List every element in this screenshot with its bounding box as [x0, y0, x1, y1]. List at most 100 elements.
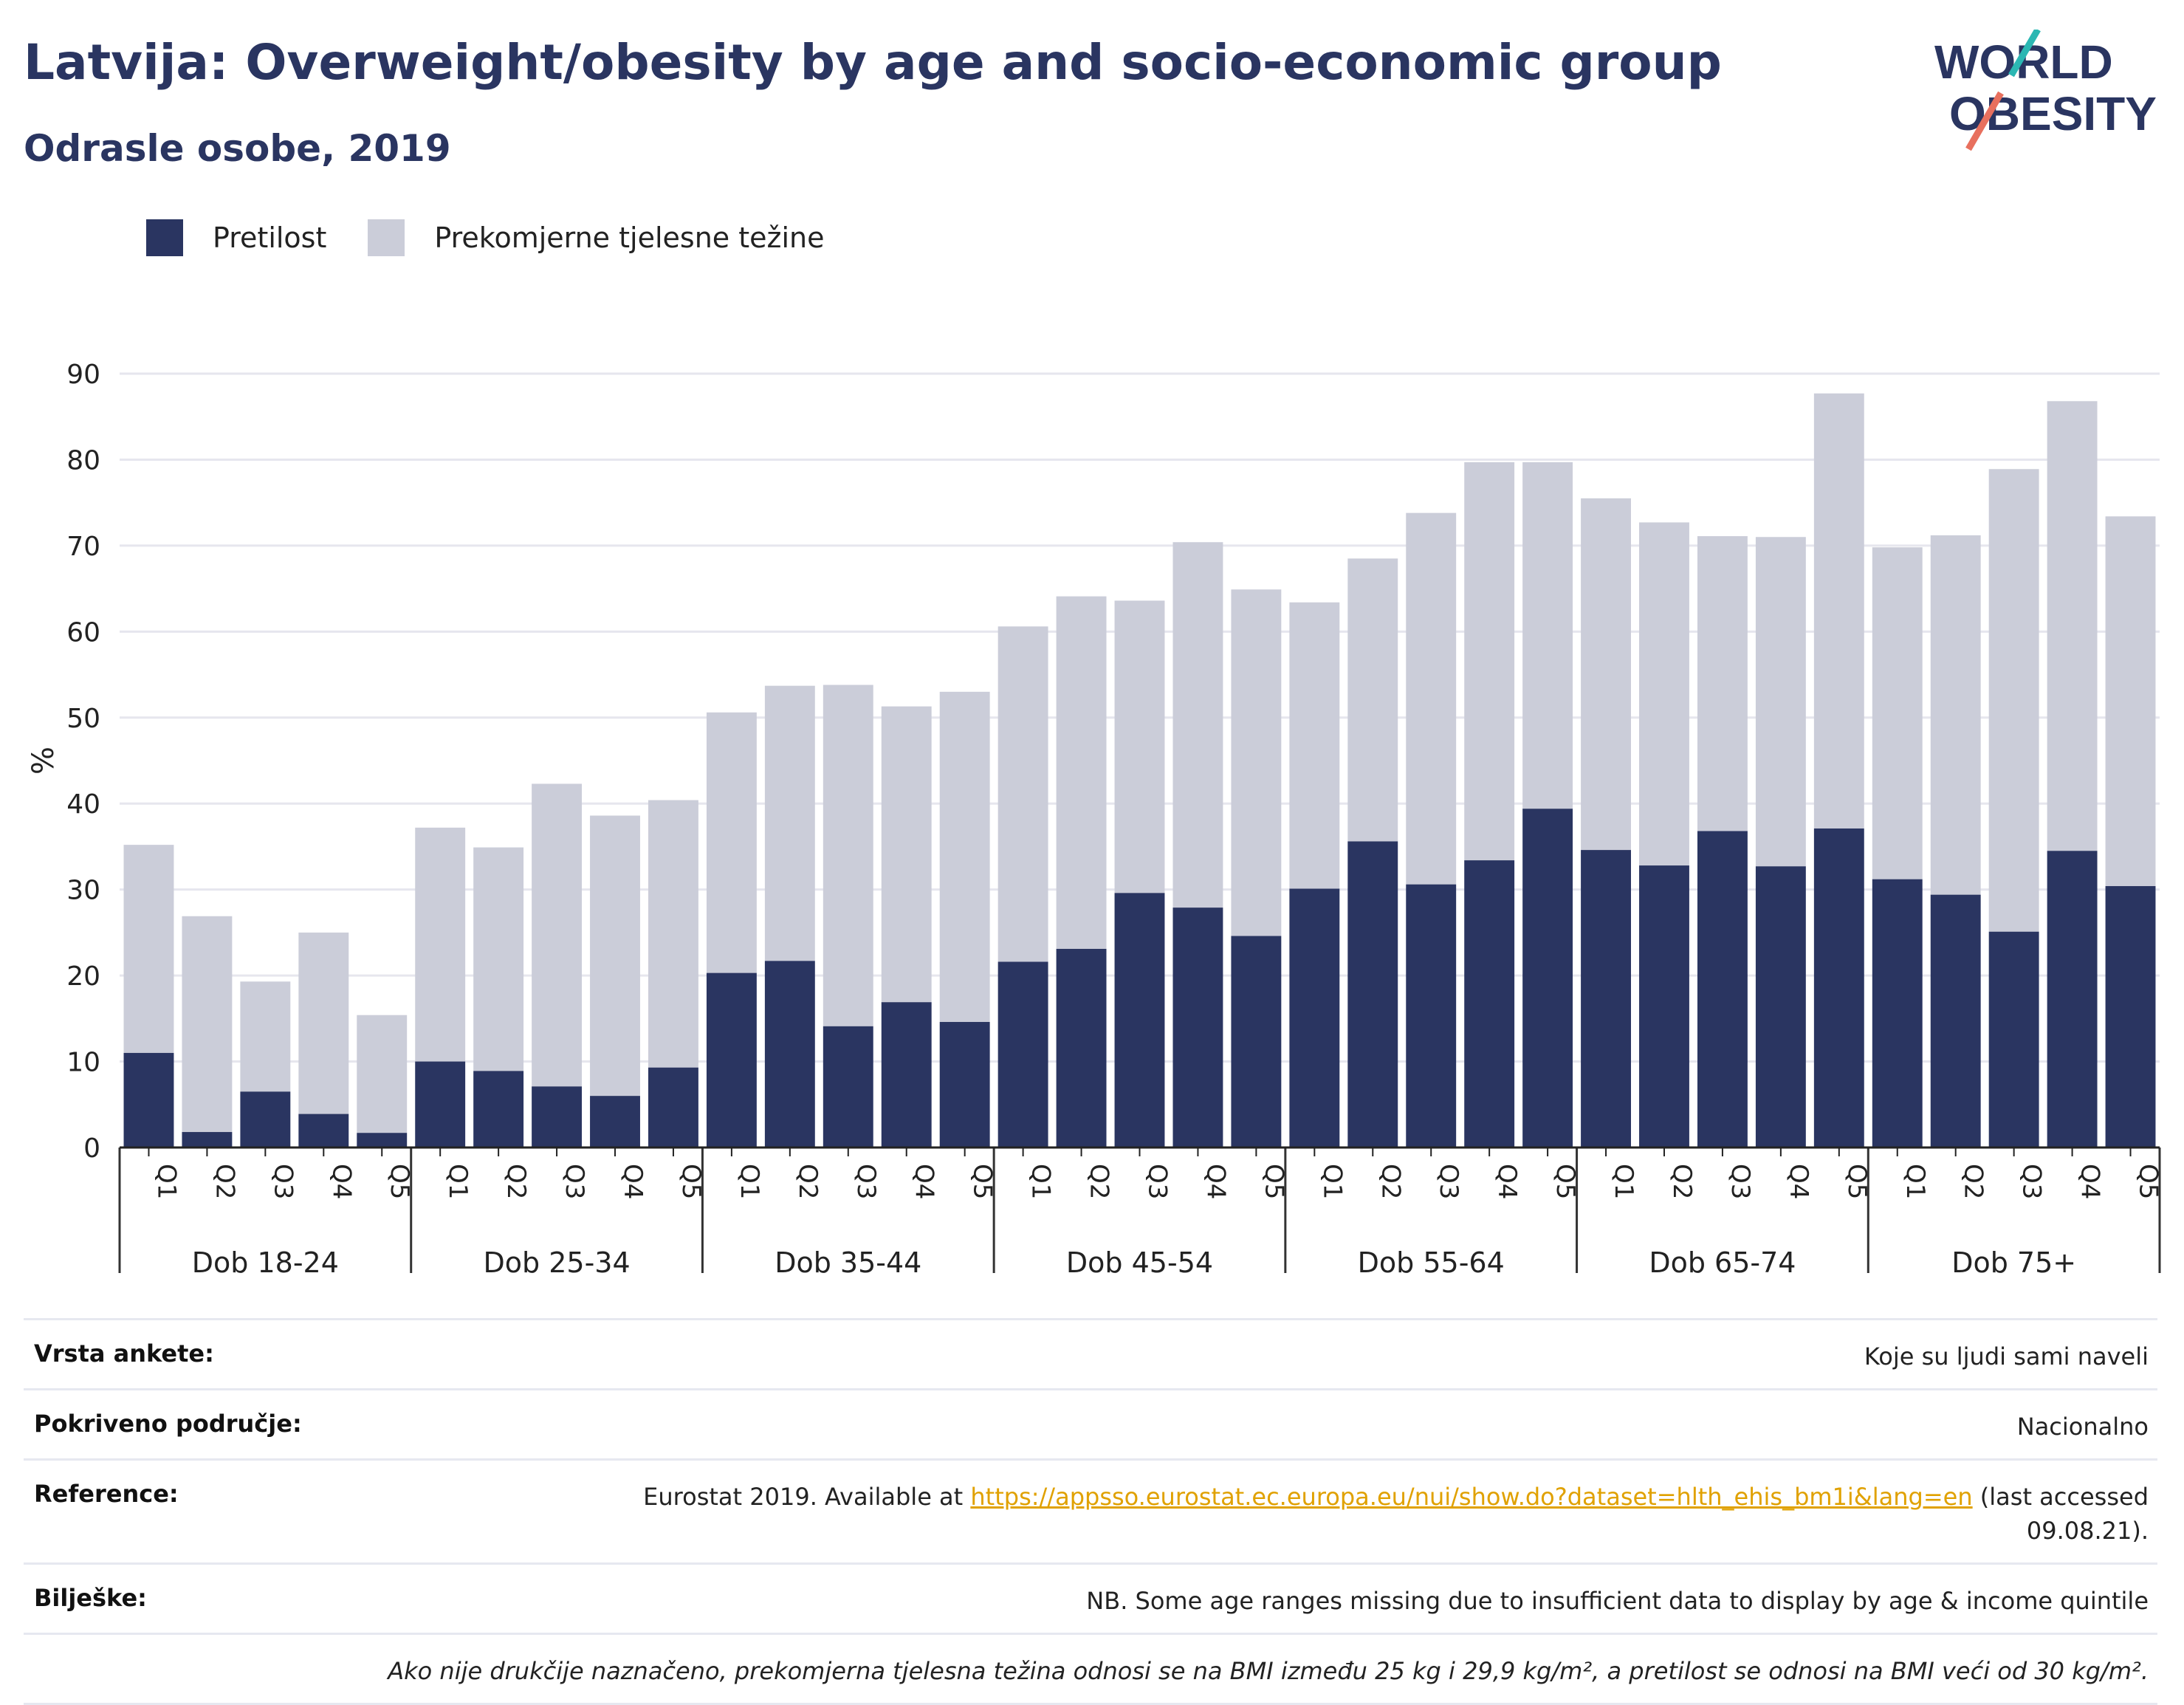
bar-obesity [1172, 908, 1223, 1147]
bar-obesity [881, 1002, 932, 1147]
world-obesity-logo: WORLD OBESITY [1934, 30, 2157, 151]
bar-obesity [182, 1132, 233, 1147]
bar-overweight [1522, 462, 1573, 809]
bar-obesity [1872, 879, 1923, 1147]
bar-overweight [590, 815, 640, 1097]
bar-obesity [473, 1071, 524, 1147]
y-tick-label: 80 [66, 445, 100, 476]
bar-overweight [1581, 498, 1631, 851]
bar-overweight [2105, 516, 2156, 887]
x-tick-label: Q2 [1085, 1164, 1114, 1199]
x-tick-label: Q4 [1201, 1164, 1230, 1199]
bar-overweight [1056, 596, 1107, 950]
bar-obesity [1231, 936, 1282, 1147]
bar-overweight [1988, 469, 2039, 932]
y-axis-label: % [27, 747, 61, 775]
bar-obesity [1289, 888, 1340, 1147]
x-tick-label: Q1 [1317, 1164, 1347, 1199]
bar-overweight [939, 691, 990, 1022]
reference-date: 09.08.21). [2026, 1517, 2149, 1545]
bar-overweight [1639, 522, 1689, 866]
x-tick-label: Q3 [1434, 1164, 1463, 1199]
chart-subtitle: Odrasle osobe, 2019 [24, 127, 451, 170]
bar-obesity [240, 1091, 291, 1147]
x-tick-label: Q5 [676, 1164, 706, 1199]
bar-overweight [1289, 602, 1340, 889]
survey-label: Vrsta ankete: [34, 1339, 214, 1368]
logo-line2: OBESITY [1949, 87, 2157, 140]
x-tick-label: Q2 [793, 1164, 823, 1199]
legend-swatch-overweight [368, 219, 405, 256]
bar-overweight [415, 827, 466, 1062]
bar-obesity [532, 1086, 583, 1147]
x-tick-label: Q4 [910, 1164, 939, 1199]
bar-overweight [1872, 547, 1923, 879]
bar-obesity [1581, 850, 1631, 1147]
x-tick-label: Q4 [1784, 1164, 1813, 1199]
bar-overweight [764, 685, 815, 961]
bar-overweight [240, 981, 291, 1092]
reference-label: Reference: [34, 1480, 179, 1508]
info-table: Vrsta ankete: Koje su ljudi sami naveli … [24, 1318, 2157, 1705]
x-tick-label: Q3 [268, 1164, 298, 1199]
reference-value: Eurostat 2019. Available at https://apps… [643, 1480, 2149, 1548]
bar-obesity [706, 972, 757, 1147]
x-tick-label: Q2 [501, 1164, 531, 1199]
reference-prefix: Eurostat 2019. Available at [643, 1483, 971, 1511]
x-tick-label: Q4 [2075, 1164, 2105, 1199]
group-label: Dob 18-24 [192, 1246, 339, 1279]
bar-obesity [1347, 841, 1398, 1147]
bar-obesity [1522, 809, 1573, 1147]
legend-label-obesity: Pretilost [213, 222, 327, 254]
bar-obesity [1406, 884, 1457, 1147]
x-tick-label: Q1 [1026, 1164, 1056, 1199]
bar-obesity [590, 1096, 640, 1147]
y-tick-label: 10 [66, 1048, 100, 1078]
bar-obesity [1988, 931, 2039, 1147]
bar-overweight [1406, 512, 1457, 885]
bar-obesity [764, 961, 815, 1147]
x-tick-label: Q2 [1959, 1164, 1988, 1199]
y-tick-label: 70 [66, 532, 100, 562]
bmi-note: Ako nije drukčije naznačeno, prekomjerna… [388, 1657, 2149, 1685]
x-tick-label: Q1 [443, 1164, 473, 1199]
group-label: Dob 75+ [1951, 1246, 2076, 1279]
stacked-bar-chart: 0 10 20 30 40 50 60 70 80 90% Q1 Q2 Q3 Q4 Q5 Dob 18-24 Q… [27, 360, 2163, 1279]
group-label: Dob 25-34 [484, 1246, 631, 1279]
bar-obesity [123, 1052, 174, 1147]
group-label: Dob 65-74 [1649, 1246, 1796, 1279]
bar-obesity [1114, 893, 1165, 1147]
bar-overweight [1347, 558, 1398, 842]
x-tick-label: Q3 [851, 1164, 881, 1199]
bar-obesity [415, 1061, 466, 1147]
bar-overweight [2047, 401, 2098, 851]
bar-obesity [823, 1026, 873, 1147]
bar-obesity [2105, 886, 2156, 1147]
y-tick-label: 20 [66, 961, 100, 992]
bar-overweight [298, 932, 349, 1114]
bar-overweight [1172, 542, 1223, 908]
legend-item-obesity: Pretilost [146, 219, 326, 256]
survey-value: Koje su ljudi sami naveli [1864, 1342, 2149, 1370]
bar-obesity [298, 1114, 349, 1147]
x-tick-label: Q3 [2017, 1164, 2047, 1199]
x-tick-label: Q4 [1492, 1164, 1522, 1199]
bar-overweight [473, 847, 524, 1071]
reference-link[interactable]: https://appsso.eurostat.ec.europa.eu/nui… [970, 1483, 1973, 1511]
x-tick-label: Q2 [1376, 1164, 1405, 1199]
info-row-survey: Vrsta ankete: Koje su ljudi sami naveli [24, 1318, 2157, 1388]
notes-label: Bilješke: [34, 1584, 147, 1612]
bar-overweight [881, 706, 932, 1003]
legend-swatch-obesity [146, 219, 183, 256]
bar-overweight [997, 626, 1048, 962]
group-label: Dob 35-44 [775, 1246, 921, 1279]
y-tick-label: 40 [66, 789, 100, 820]
bar-obesity [1464, 860, 1515, 1147]
bar-overweight [1464, 462, 1515, 861]
x-tick-label: Q2 [210, 1164, 239, 1199]
info-row-reference: Reference: Eurostat 2019. Available at h… [24, 1458, 2157, 1562]
y-tick-label: 90 [66, 360, 100, 390]
x-tick-label: Q1 [1900, 1164, 1930, 1199]
bar-obesity [1813, 828, 1864, 1147]
bar-overweight [532, 783, 583, 1087]
